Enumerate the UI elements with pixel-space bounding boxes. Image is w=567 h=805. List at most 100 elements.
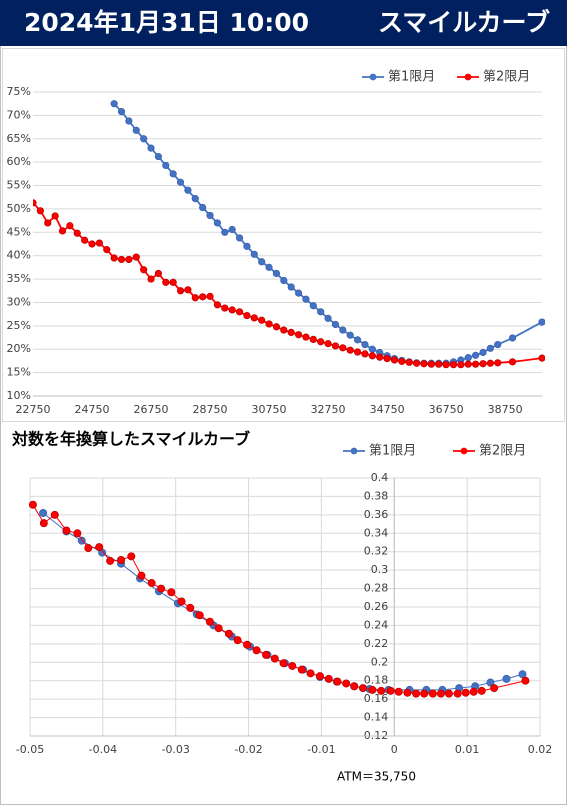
x-tick-label: -0.04 [89,743,117,756]
x-tick-label: 0.02 [528,743,553,756]
y-tick-label: 40% [7,249,31,262]
data-point [221,304,229,312]
x-tick-label: -0.03 [161,743,189,756]
data-point [39,519,48,528]
data-point [294,289,303,297]
x-tick-label: 36750 [429,403,464,416]
legend-label: 第2限月 [479,444,526,459]
data-point [297,665,306,674]
y-tick-label: 0.28 [364,582,389,595]
data-point [490,684,499,693]
data-point [272,269,281,278]
data-point [132,253,140,261]
data-point [376,353,384,361]
data-point [154,152,163,161]
y-tick-label: 0.14 [364,711,389,724]
x-tick-label: 0.01 [455,743,480,756]
data-point [412,359,421,367]
data-point [479,348,487,357]
y-tick-label: 0.3 [371,563,389,576]
y-tick-label: 50% [7,202,31,215]
y-tick-label: 35% [7,272,31,285]
y-tick-label: 0.26 [364,600,389,613]
data-point [469,687,478,696]
x-tick-label: 26750 [134,403,169,416]
data-point [147,144,155,152]
data-point [73,229,81,237]
data-point [162,278,170,286]
data-point [66,222,74,230]
data-point [110,254,118,262]
x-tick-label: 24750 [75,403,110,416]
data-point [110,100,118,108]
data-point [436,689,445,698]
data-point [157,584,166,593]
data-point [177,597,186,606]
data-point [306,669,315,678]
plot [33,100,545,369]
chart-title: 対数を年換算したスマイルカーブ [11,430,250,449]
data-point [353,336,362,344]
x-tick-label: -0.01 [307,743,335,756]
data-point [317,338,325,346]
data-point [502,674,511,683]
data-point [224,629,233,638]
y-tick-label: 30% [7,295,31,308]
data-point [435,360,443,368]
header-datetime: 2024年1月31日 10:00 [24,8,309,37]
y-tick-label: 25% [7,319,31,332]
data-point [427,360,435,368]
data-point [243,311,251,320]
data-point [472,351,480,359]
data-point [233,636,242,645]
data-point [508,358,517,366]
data-point [191,195,199,203]
data-point [235,308,244,316]
legend-marker [350,447,358,455]
y-tick-label: 0.18 [364,674,389,687]
data-point [494,340,502,349]
data-point [331,320,340,329]
data-point [213,301,222,309]
data-point [457,361,465,369]
y-tick-label: 0.16 [364,692,389,705]
data-point [88,240,96,248]
data-point [195,611,204,620]
y-tick-label: 0.32 [364,545,389,558]
data-point [288,661,297,670]
data-point [486,344,494,352]
data-point [169,170,177,178]
data-point [449,361,458,369]
data-point [538,354,545,362]
data-point [95,239,103,247]
data-point [221,228,229,236]
data-point [383,354,391,363]
data-point [84,544,93,553]
data-point [420,689,429,698]
data-point [258,258,266,266]
data-point [28,500,37,509]
data-point [453,689,462,698]
data-point [324,314,332,322]
data-point [132,126,140,134]
data-point [368,352,376,360]
data-point [167,588,176,597]
data-point [508,334,517,342]
data-point [420,360,428,368]
data-point [39,509,48,518]
data-point [428,689,437,698]
data-point [206,292,214,300]
x-tick-label: 34750 [370,403,405,416]
data-point [243,242,251,250]
legend-marker [464,73,472,81]
y-tick-label: 0.2 [371,655,389,668]
data-point [324,340,332,348]
data-point [106,556,115,565]
x-tick-label: 30750 [252,403,287,416]
legend-label: 第2限月 [483,70,530,85]
y-tick-label: 0.24 [364,618,389,631]
data-point [235,234,244,242]
data-point [386,686,395,695]
data-point [317,308,325,316]
data-point [464,354,472,362]
